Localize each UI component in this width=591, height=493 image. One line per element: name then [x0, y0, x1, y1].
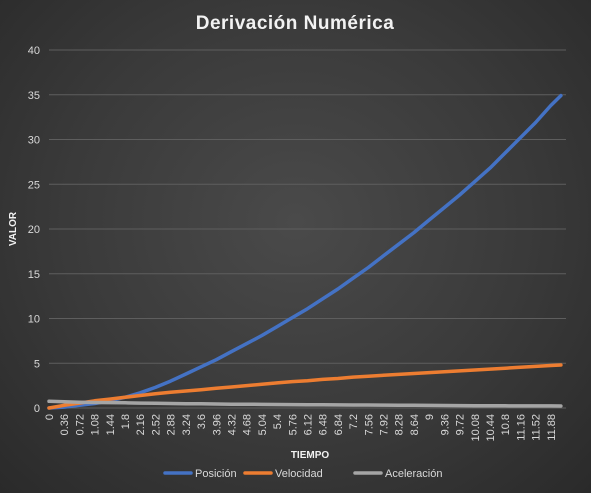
y-tick-label: 15	[28, 269, 40, 281]
y-tick-label: 35	[28, 90, 40, 102]
x-tick-label: 9	[424, 414, 436, 420]
x-tick-label: 9.72	[455, 414, 467, 435]
x-axis-title: TIEMPO	[291, 450, 330, 461]
x-tick-label: 8.28	[394, 414, 406, 435]
legend-label: Aceleración	[385, 468, 442, 480]
x-tick-label: 0.72	[74, 414, 86, 435]
y-tick-label: 40	[28, 45, 40, 57]
x-tick-label: 1.44	[105, 414, 117, 435]
x-tick-label: 5.76	[287, 414, 299, 435]
x-tick-label: 9.36	[439, 414, 451, 435]
x-tick-label: 10.44	[485, 414, 497, 442]
x-tick-label: 11.88	[546, 414, 558, 441]
gridlines	[49, 49, 566, 409]
y-axis-title: VALOR	[8, 211, 19, 246]
chart-title: Derivación Numérica	[196, 13, 395, 34]
x-tick-label: 5.4	[272, 414, 284, 429]
x-tick-label: 1.8	[120, 414, 132, 429]
x-tick-label: 1.08	[90, 414, 102, 435]
x-tick-label: 2.88	[166, 414, 178, 435]
x-tick-label: 6.12	[303, 414, 315, 435]
series-line-posición	[47, 93, 563, 410]
x-tick-label: 10.8	[500, 414, 512, 435]
series-lines	[47, 93, 563, 410]
y-tick-label: 10	[28, 314, 40, 326]
x-tick-label: 6.84	[333, 414, 345, 435]
legend: Posición Velocidad Aceleración	[163, 468, 442, 480]
x-tick-label: 7.92	[379, 414, 391, 435]
x-tick-label: 2.16	[135, 414, 147, 435]
x-tick-label: 7.56	[363, 414, 375, 435]
x-tick-label: 6.48	[318, 414, 330, 435]
x-tick-label: 3.96	[211, 414, 223, 435]
legend-label: Velocidad	[275, 468, 323, 480]
y-tick-label: 5	[34, 358, 40, 370]
x-tick-label: 11.52	[531, 414, 543, 441]
x-tick-label: 7.2	[348, 414, 360, 429]
x-tick-label: 11.16	[515, 414, 527, 441]
x-tick-label: 10.08	[470, 414, 482, 442]
x-tick-label: 8.64	[409, 414, 421, 435]
y-tick-label: 20	[28, 224, 40, 236]
series-line-velocidad	[47, 363, 563, 410]
x-tick-label: 3.24	[181, 414, 193, 435]
x-tick-label: 4.32	[226, 414, 238, 435]
series-line-aceleración	[47, 399, 563, 408]
y-tick-label: 25	[28, 179, 40, 191]
x-tick-label: 3.6	[196, 414, 208, 429]
x-tick-label: 0	[44, 414, 56, 420]
y-tick-label: 0	[34, 403, 40, 415]
y-axis-ticks: 0 5 10 15 20 25 30 35 40	[28, 45, 40, 415]
x-tick-label: 2.52	[150, 414, 162, 435]
legend-label: Posición	[195, 468, 237, 480]
x-tick-label: 5.04	[257, 414, 269, 435]
x-axis-ticks: 0 0.36 0.72 1.08 1.44 1.8 2.16 2.52 2.88 3.24 3.6 3…	[44, 414, 558, 442]
x-tick-label: 4.68	[242, 414, 254, 435]
x-tick-label: 0.36	[59, 414, 71, 435]
y-tick-label: 30	[28, 135, 40, 147]
